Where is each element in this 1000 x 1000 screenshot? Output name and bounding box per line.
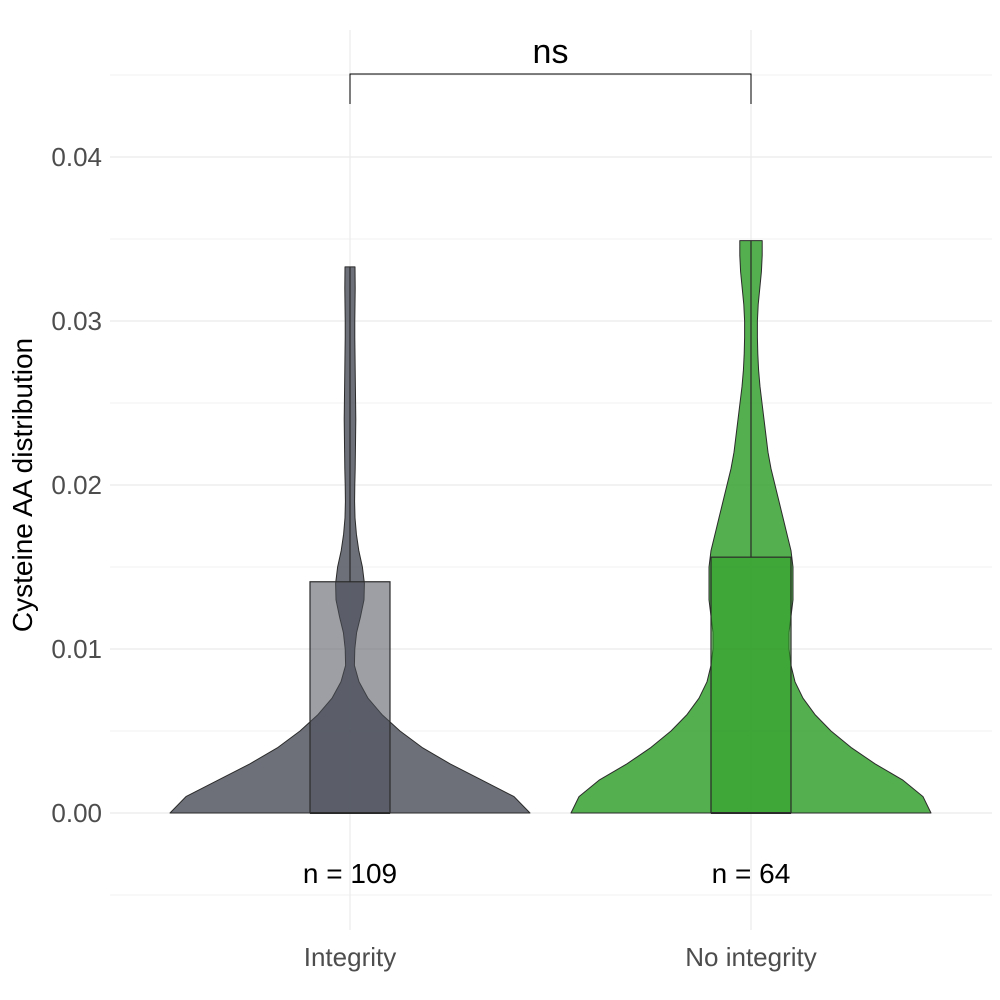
y-tick-label: 0.02 bbox=[51, 470, 102, 500]
y-tick-label: 0.03 bbox=[51, 306, 102, 336]
x-tick-label: Integrity bbox=[304, 942, 397, 972]
boxplots bbox=[309, 240, 792, 814]
n-label: n = 109 bbox=[303, 858, 397, 889]
significance-label: ns bbox=[533, 33, 569, 71]
violins bbox=[169, 240, 932, 814]
y-tick-label: 0.04 bbox=[51, 142, 102, 172]
significance-bracket bbox=[349, 73, 752, 104]
y-tick-label: 0.00 bbox=[51, 798, 102, 828]
box bbox=[710, 556, 792, 814]
y-axis-title: Cysteine AA distribution bbox=[7, 338, 38, 632]
y-tick-label: 0.01 bbox=[51, 634, 102, 664]
n-label: n = 64 bbox=[712, 858, 791, 889]
x-tick-label: No integrity bbox=[685, 942, 817, 972]
axes: 0.00 0.01 0.02 0.03 0.04 Integrity No integrit… bbox=[51, 142, 816, 972]
box bbox=[309, 581, 391, 814]
annotations: n = 109 n = 64 ns bbox=[303, 33, 790, 889]
